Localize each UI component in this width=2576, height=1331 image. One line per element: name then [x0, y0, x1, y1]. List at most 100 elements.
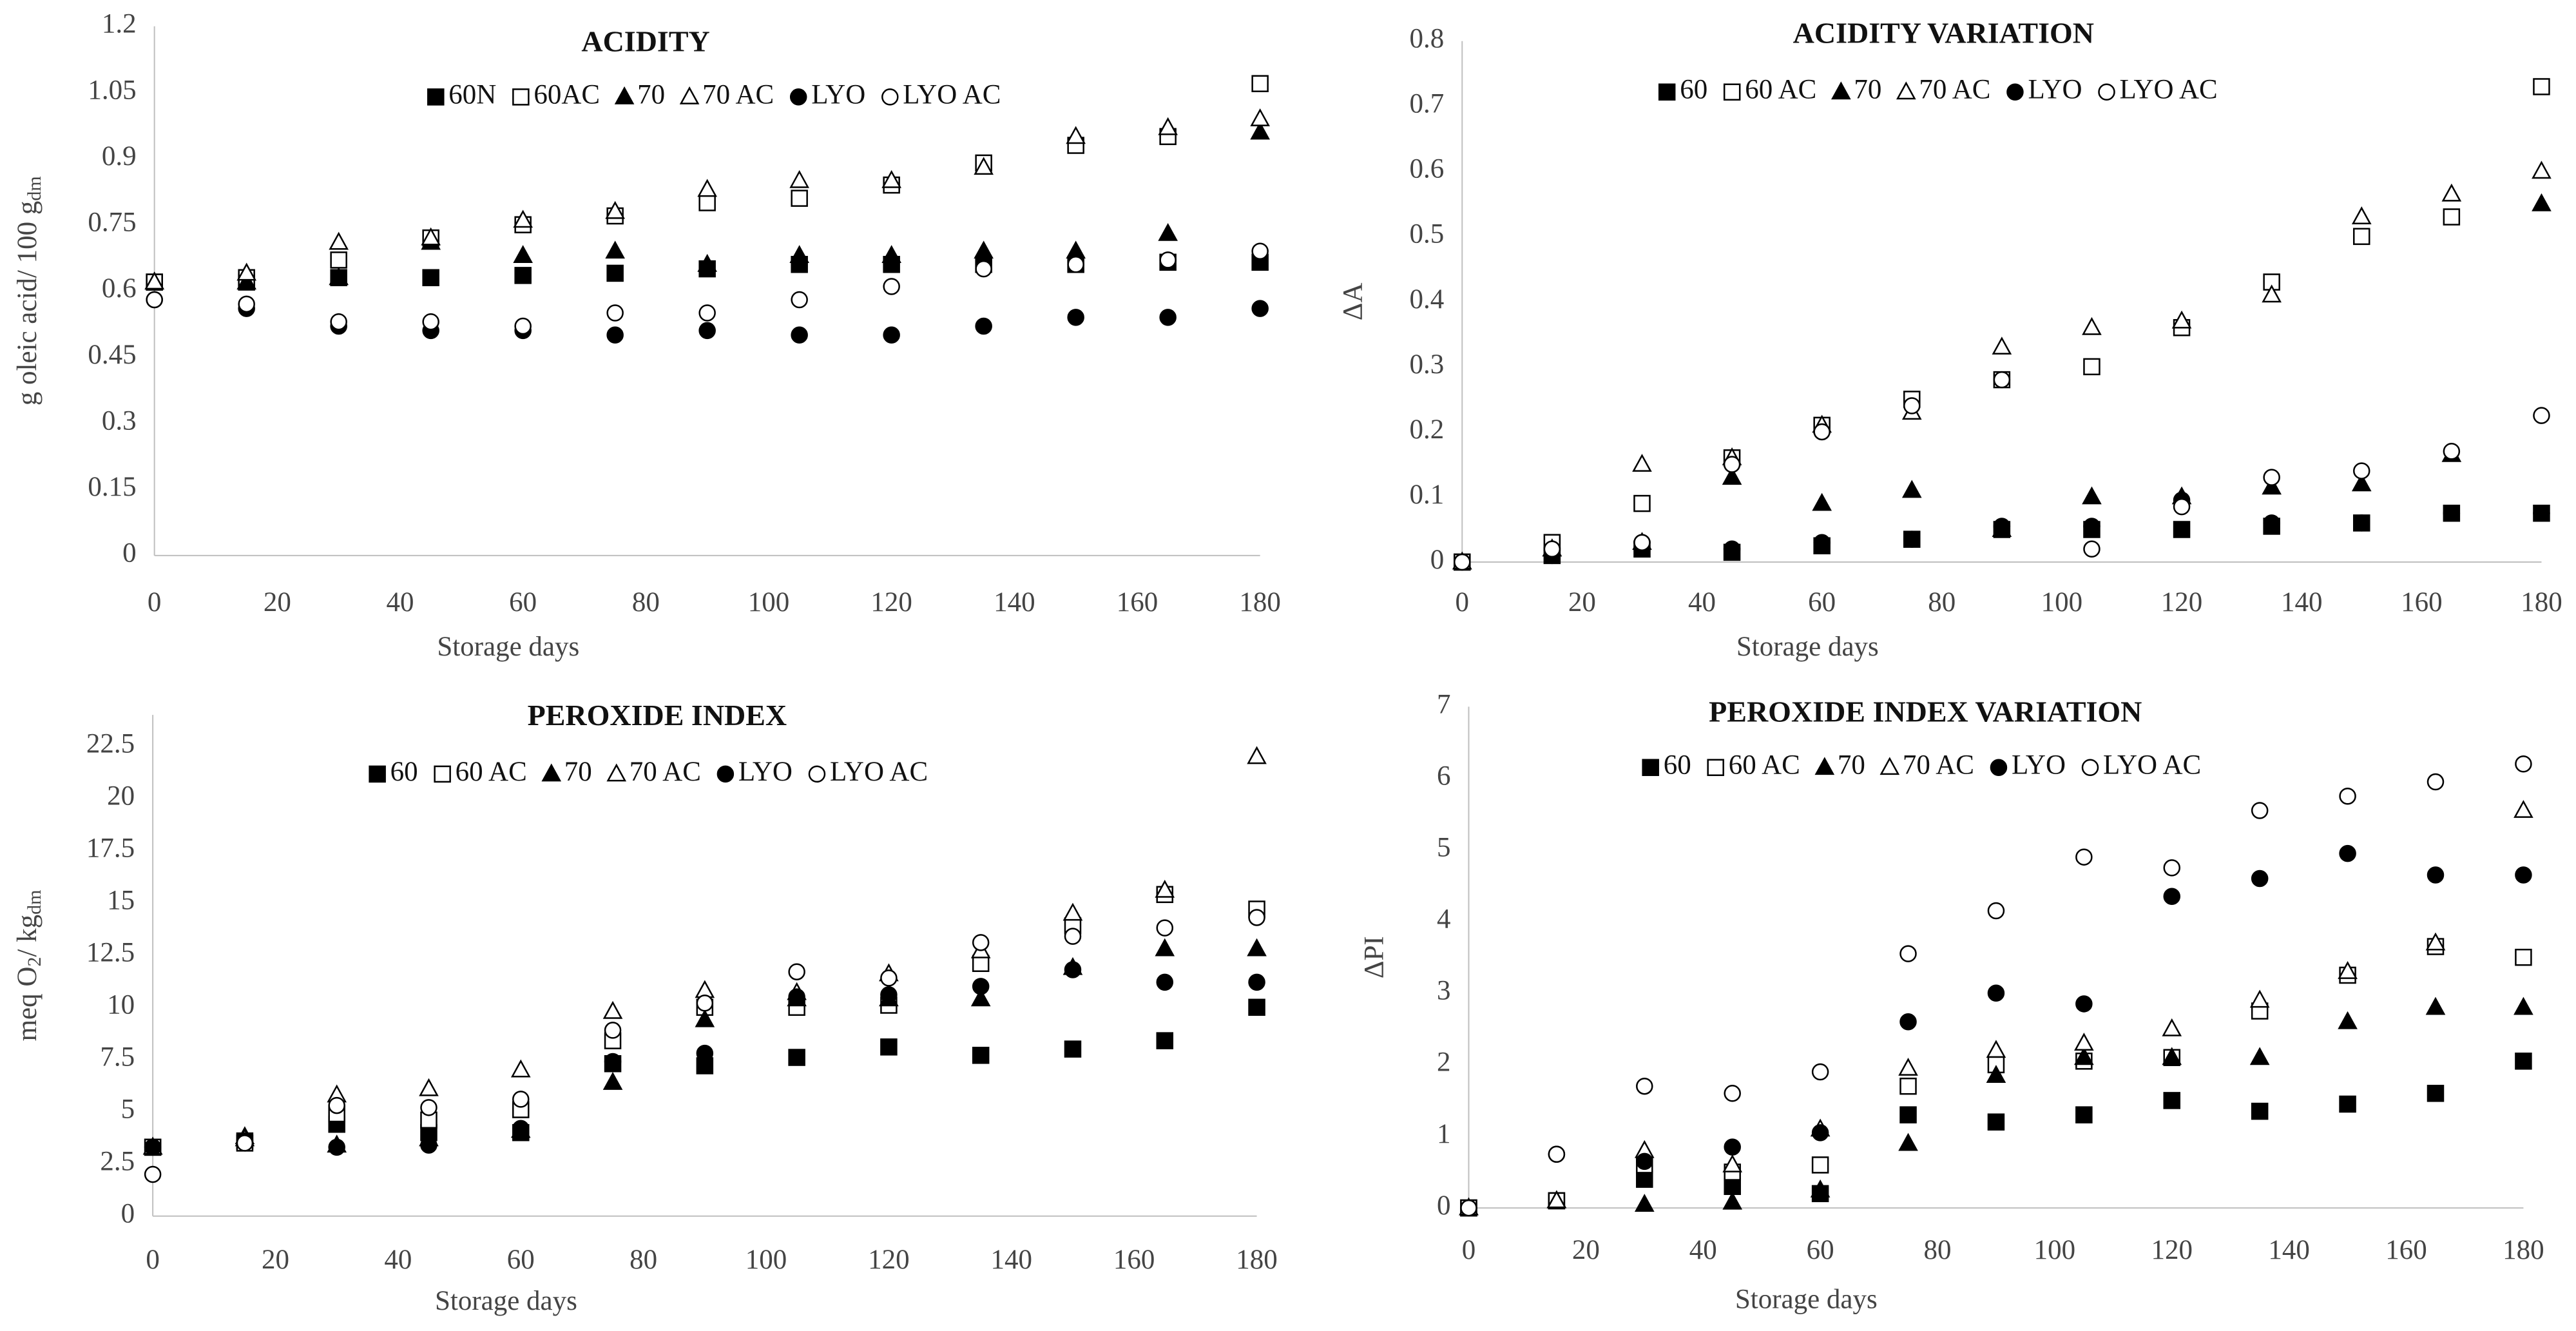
x-tick-label: 60 [1808, 587, 1836, 617]
marker [1724, 1085, 1741, 1102]
marker [2263, 469, 2280, 486]
y-tick-label: 0 [1430, 545, 1445, 575]
marker [1460, 1199, 1477, 1217]
marker [1251, 300, 1269, 317]
legend-label: 70 [564, 757, 592, 787]
legend-label: 70 AC [702, 79, 774, 110]
marker [974, 240, 994, 259]
y-tick-label: 7 [1437, 689, 1451, 719]
marker [696, 1044, 714, 1062]
marker [236, 262, 256, 281]
marker [2533, 407, 2550, 424]
marker [788, 1049, 805, 1066]
marker [789, 170, 809, 188]
marker [1811, 1156, 1829, 1174]
marker [1722, 467, 1742, 485]
y-axis-label-part: dm [24, 176, 45, 200]
marker [2082, 316, 2102, 335]
marker [788, 988, 805, 1006]
y-tick-label: 3 [1437, 976, 1451, 1006]
marker [1248, 998, 1265, 1016]
y-tick-label: 0 [122, 538, 137, 568]
legend-label: 70 [637, 79, 665, 110]
chart-title: PEROXIDE INDEX VARIATION [1709, 695, 2142, 728]
marker [791, 326, 808, 344]
marker [146, 291, 163, 309]
marker [1986, 1040, 2006, 1058]
x-tick-label: 0 [148, 587, 162, 617]
marker [2353, 462, 2370, 480]
y-tick-label: 0.6 [102, 273, 137, 304]
marker [1064, 928, 1082, 945]
marker [880, 969, 898, 987]
marker [2533, 504, 2550, 522]
marker [1658, 83, 1676, 101]
marker [512, 1091, 530, 1108]
x-tick-label: 160 [1113, 1245, 1155, 1275]
marker [1634, 1194, 1655, 1212]
marker [716, 765, 735, 783]
marker [2251, 1102, 2269, 1120]
x-tick-label: 0 [1462, 1235, 1476, 1265]
marker [330, 313, 347, 331]
marker [2251, 802, 2269, 819]
marker [514, 267, 532, 284]
marker [614, 86, 635, 104]
marker [2163, 1092, 2181, 1109]
marker [883, 278, 900, 295]
x-tick-label: 80 [1923, 1235, 1951, 1265]
marker [970, 988, 991, 1007]
x-tick-label: 100 [748, 587, 790, 617]
marker [2163, 888, 2181, 906]
legend-label: 60 AC [1745, 75, 1816, 105]
x-tick-label: 180 [2521, 587, 2562, 617]
marker [1155, 879, 1175, 898]
y-axis-label-part: / kg [12, 915, 43, 957]
y-tick-label: 0.8 [1410, 24, 1445, 54]
marker [541, 763, 562, 782]
marker [144, 271, 164, 290]
x-tick-label: 120 [2151, 1235, 2193, 1265]
x-tick-label: 140 [2268, 1235, 2310, 1265]
y-tick-label: 0 [1437, 1190, 1451, 1221]
marker [1723, 83, 1741, 101]
legend-label: 70 AC [1919, 75, 1990, 105]
marker [1062, 902, 1083, 921]
marker [1066, 126, 1086, 144]
marker [696, 995, 714, 1012]
legend-label: LYO [2028, 75, 2082, 105]
marker [1813, 423, 1831, 441]
x-tick-label: 0 [1456, 587, 1470, 617]
marker [2515, 948, 2532, 966]
marker [880, 986, 898, 1004]
marker [1548, 1145, 1566, 1163]
marker [2262, 284, 2282, 303]
marker [1810, 1179, 1831, 1198]
marker [2425, 932, 2446, 951]
marker [1811, 1063, 1829, 1081]
marker [606, 326, 624, 344]
marker [236, 271, 256, 290]
marker [512, 1120, 530, 1137]
marker [606, 264, 624, 282]
panel: 0 2.5 5 7.5 10 12.5 15 17.5 20 22.5 0 20 40 60 80 100 12… [12, 699, 1278, 1316]
y-tick-label: 17.5 [86, 833, 135, 864]
marker [1903, 397, 1921, 414]
marker [698, 304, 716, 322]
y-axis-label: g oleic acid/ 100 gdm [12, 176, 45, 405]
y-tick-label: 22.5 [86, 729, 135, 759]
marker [2075, 848, 2093, 866]
marker [1898, 1132, 1918, 1151]
y-tick-label: 1.05 [88, 75, 136, 105]
marker [1159, 251, 1177, 269]
marker [602, 1072, 623, 1090]
marker [880, 1038, 898, 1056]
marker [427, 88, 445, 106]
marker [512, 88, 530, 106]
legend-label: 70 AC [1903, 750, 1974, 781]
marker [2425, 996, 2446, 1015]
marker [1812, 492, 1832, 511]
marker [1247, 746, 1267, 764]
marker [604, 1022, 622, 1039]
marker [604, 1053, 622, 1071]
